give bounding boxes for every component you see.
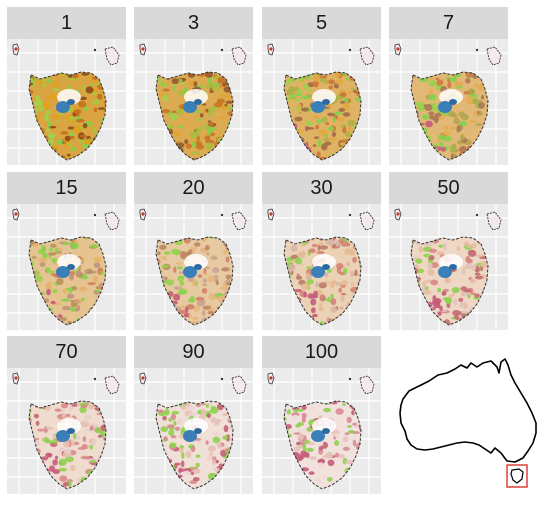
coastline (28, 400, 107, 490)
facet-strip-label: 7 (389, 7, 508, 39)
facet-panel: 70 (7, 336, 126, 494)
facet-strip-label: 15 (7, 172, 126, 204)
coastline (155, 236, 234, 326)
map-panel (134, 39, 253, 165)
coastline (155, 400, 234, 490)
facet-strip-label: 90 (134, 336, 253, 368)
flinders-island (359, 211, 375, 231)
coastline (283, 71, 362, 161)
lake-region (311, 430, 325, 442)
facet-panel: 30 (262, 172, 381, 330)
coastline (28, 71, 107, 161)
flinders-island (104, 46, 120, 66)
lake-region (183, 101, 197, 113)
flinders-island (231, 46, 247, 66)
facet-strip-label: 1 (7, 7, 126, 39)
facet-panel: 20 (134, 172, 253, 330)
facet-panel: 90 (134, 336, 253, 494)
facet-strip-label: 20 (134, 172, 253, 204)
coastline (28, 236, 107, 326)
map-panel (134, 204, 253, 330)
lake-region (56, 266, 70, 278)
flinders-island (104, 211, 120, 231)
facet-panel: 7 (389, 7, 508, 165)
map-panel (134, 368, 253, 494)
tasmania-landmass (284, 237, 361, 325)
map-panel (7, 368, 126, 494)
lake-region (311, 266, 325, 278)
facet-panel: 15 (7, 172, 126, 330)
facet-strip-label: 3 (134, 7, 253, 39)
facet-strip-label: 70 (7, 336, 126, 368)
facet-strip-label: 5 (262, 7, 381, 39)
flinders-island (104, 375, 120, 395)
lake-region (311, 101, 325, 113)
flinders-island (359, 46, 375, 66)
flinders-island (231, 211, 247, 231)
map-panel (389, 204, 508, 330)
vegetation-patches (411, 237, 488, 325)
map-panel (389, 39, 508, 165)
lake-region (56, 430, 70, 442)
australia-outline (399, 358, 537, 463)
facet-strip-label: 100 (262, 336, 381, 368)
lake-region (183, 430, 197, 442)
tasmania-landmass (29, 237, 106, 325)
flinders-island (486, 46, 502, 66)
tasmania-landmass (156, 72, 233, 160)
lake-region (56, 101, 70, 113)
facet-strip-label: 30 (262, 172, 381, 204)
facet-strip-label: 50 (389, 172, 508, 204)
coastline (410, 236, 489, 326)
facet-panel: 3 (134, 7, 253, 165)
lake-region (183, 266, 197, 278)
coastline (283, 400, 362, 490)
coastline (155, 71, 234, 161)
flinders-island (486, 211, 502, 231)
map-panel (262, 368, 381, 494)
flinders-island (359, 375, 375, 395)
map-panel (262, 204, 381, 330)
tasmania-highlight-box (506, 464, 528, 488)
facet-panel: 5 (262, 7, 381, 165)
lake-region (438, 101, 452, 113)
map-panel (262, 39, 381, 165)
flinders-island (231, 375, 247, 395)
australia-inset-map (395, 353, 545, 495)
tasmania-outline (510, 468, 524, 484)
coastline (283, 236, 362, 326)
map-panel (7, 39, 126, 165)
lake-region (438, 266, 452, 278)
coastline (410, 71, 489, 161)
facet-panel: 50 (389, 172, 508, 330)
facet-panel: 100 (262, 336, 381, 494)
map-panel (7, 204, 126, 330)
facet-panel: 1 (7, 7, 126, 165)
